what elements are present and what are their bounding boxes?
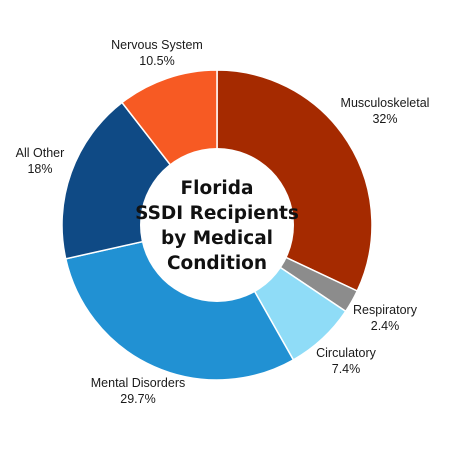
center-title-line-4: Condition [167,253,267,274]
slice-label-nervous-system: Nervous System [111,38,203,52]
slice-label-circulatory: Circulatory [316,346,376,360]
slice-value-all-other: 18% [27,162,52,176]
slice-label-all-other: All Other [16,146,65,160]
slice-value-musculoskeletal: 32% [372,112,397,126]
slice-value-respiratory: 2.4% [371,319,400,333]
slice-value-mental-disorders: 29.7% [120,392,155,406]
labels-layer: Musculoskeletal 32% Respiratory 2.4% Cir… [16,38,430,406]
center-title-line-2: SSDI Recipients [135,203,299,224]
slice-label-musculoskeletal: Musculoskeletal [341,96,430,110]
slice-value-circulatory: 7.4% [332,362,361,376]
center-title: Florida SSDI Recipients by Medical Condi… [135,178,299,274]
center-title-line-3: by Medical [161,228,273,249]
slice-label-mental-disorders: Mental Disorders [91,376,185,390]
slice-label-respiratory: Respiratory [353,303,418,317]
slice-value-nervous-system: 10.5% [139,54,174,68]
center-hole [140,148,294,302]
center-title-line-1: Florida [181,178,254,199]
